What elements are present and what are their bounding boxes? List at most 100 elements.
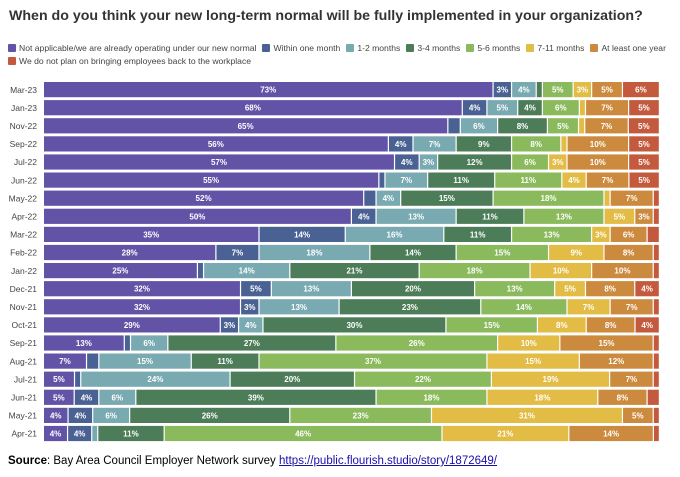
data-label: 5% <box>614 212 626 221</box>
data-label: 11% <box>520 176 536 185</box>
bar-segment <box>456 244 548 261</box>
bar-segment <box>653 335 659 351</box>
bar-segment <box>604 190 610 206</box>
data-label: 15% <box>137 357 153 366</box>
category-label: Mar-23 <box>10 85 37 95</box>
bar-segment <box>481 299 567 315</box>
data-label: 4% <box>75 411 87 420</box>
category-label: Jul-22 <box>14 157 37 167</box>
bar-segment <box>44 136 388 152</box>
data-label: 4% <box>81 393 93 402</box>
bar-segment <box>376 389 487 405</box>
bar-segment <box>592 263 653 279</box>
data-label: 8% <box>604 285 616 294</box>
bar-segment <box>99 389 136 405</box>
data-label: 14% <box>603 430 619 439</box>
data-label: 7% <box>583 303 595 312</box>
bar-segment <box>635 208 653 224</box>
data-label: 7% <box>429 140 441 149</box>
data-label: 3% <box>577 86 589 95</box>
bar-segment <box>604 244 653 261</box>
data-label: 4% <box>245 321 257 330</box>
category-label: Feb-22 <box>10 248 37 258</box>
data-label: 7% <box>601 122 613 131</box>
bar-segment <box>388 136 413 152</box>
data-label: 10% <box>553 267 569 276</box>
bar-segment <box>604 208 635 224</box>
data-label: 21% <box>346 267 362 276</box>
bar-segment <box>492 371 610 387</box>
source-link[interactable]: https://public.flourish.studio/story/187… <box>279 455 498 467</box>
bar-segment <box>191 353 259 369</box>
bar-segment <box>512 136 561 152</box>
bar-segment <box>560 335 653 351</box>
bar-segment <box>460 118 498 134</box>
bar-segment <box>44 263 197 279</box>
data-label: 23% <box>402 303 418 312</box>
data-label: 15% <box>525 357 541 366</box>
bar-segment <box>567 154 628 170</box>
data-label: 16% <box>387 230 403 239</box>
data-label: 3% <box>423 158 435 167</box>
category-label: Sep-22 <box>10 139 38 149</box>
data-label: 15% <box>439 194 455 203</box>
bar-segment <box>130 407 290 423</box>
data-label: 7% <box>601 104 613 113</box>
bar-segment <box>549 154 567 170</box>
data-label: 21% <box>497 430 513 439</box>
data-label: 32% <box>134 303 150 312</box>
data-label: 29% <box>124 321 140 330</box>
data-label: 20% <box>284 375 300 384</box>
category-label: Apr-22 <box>11 212 37 222</box>
bar-segment <box>44 425 67 442</box>
legend-swatch <box>8 44 16 52</box>
bar-segment <box>530 263 592 279</box>
data-label: 14% <box>294 230 310 239</box>
bar-segment <box>44 371 74 387</box>
bar-segment <box>487 100 518 116</box>
bar-segment <box>610 299 653 315</box>
category-label: Nov-22 <box>10 121 38 131</box>
data-label: 28% <box>122 249 138 258</box>
bar-segment <box>164 425 442 442</box>
bar-segment <box>498 335 560 351</box>
bar-segment <box>653 425 659 442</box>
legend-label: Within one month <box>273 43 341 53</box>
bar-segment <box>220 317 238 333</box>
bar-segment <box>586 100 628 116</box>
data-label: 5% <box>638 176 650 185</box>
bar-segment <box>512 82 536 98</box>
bar-segment <box>536 82 542 98</box>
bar-segment <box>230 371 354 387</box>
bar-segment <box>290 407 431 423</box>
bar-segment <box>385 172 428 188</box>
bar-segment <box>569 425 653 442</box>
bar-segment <box>623 407 653 423</box>
bar-segment <box>573 82 592 98</box>
bar-segment <box>653 371 659 387</box>
bar-segment <box>74 389 99 405</box>
data-label: 9% <box>570 249 582 258</box>
data-label: 11% <box>123 430 139 439</box>
data-label: 6% <box>635 86 647 95</box>
bar-segment <box>44 407 68 423</box>
bar-segment <box>419 154 438 170</box>
data-label: 22% <box>415 375 431 384</box>
stacked-bar-chart: Mar-23 73% 3% 4% 5% 3% 5% 6% Jan-23 68% 4% 5% 4% 6% 7%… <box>9 82 659 442</box>
source-label: Source <box>8 455 47 467</box>
data-label: 5% <box>564 285 576 294</box>
bar-segment <box>376 208 456 224</box>
category-label: Jan-22 <box>11 266 37 276</box>
bar-segment <box>92 425 98 442</box>
bar-segment <box>653 244 659 261</box>
category-label: Jul-21 <box>14 374 37 384</box>
bar-segment <box>198 263 203 279</box>
bar-segment <box>456 208 524 224</box>
data-label: 5% <box>53 375 65 384</box>
data-label: 20% <box>405 285 421 294</box>
legend-item: Within one month <box>262 42 340 54</box>
bar-segment <box>81 371 230 387</box>
data-label: 13% <box>291 303 307 312</box>
bar-segment <box>370 244 456 261</box>
legend-label: We do not plan on bringing employees bac… <box>19 56 252 66</box>
